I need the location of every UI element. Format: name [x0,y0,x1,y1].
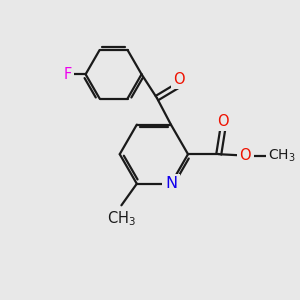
Text: O: O [173,72,185,87]
Text: N: N [165,176,177,191]
Text: CH$_3$: CH$_3$ [107,209,136,228]
Text: O: O [240,148,251,163]
Text: F: F [63,67,71,82]
Text: O: O [217,114,229,129]
Text: CH$_3$: CH$_3$ [268,147,296,164]
